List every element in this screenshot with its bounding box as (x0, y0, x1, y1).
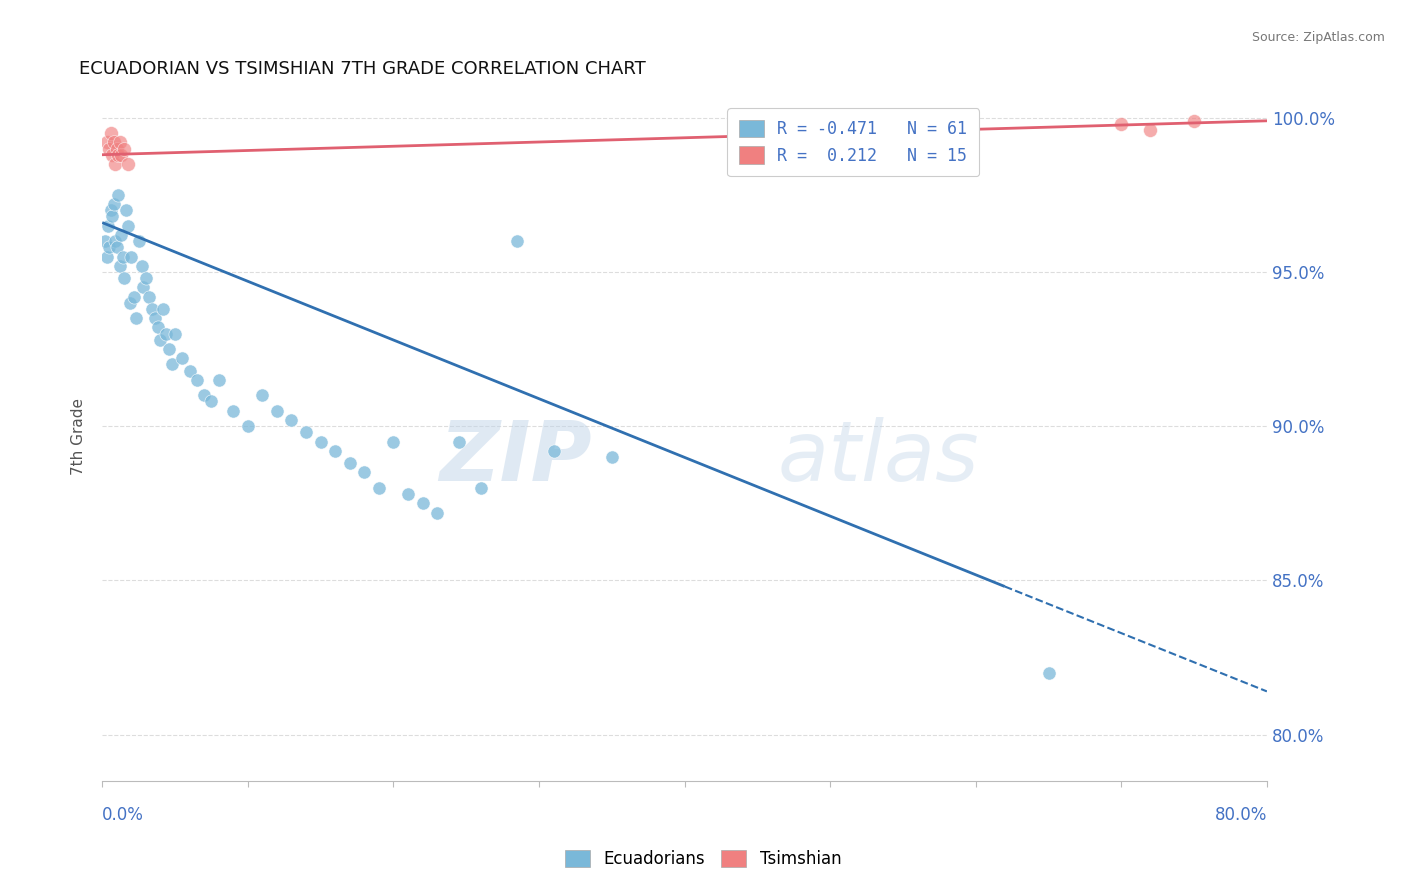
Point (155, 326, 177, 341)
Legend: R = -0.471   N = 61, R =  0.212   N = 15: R = -0.471 N = 61, R = 0.212 N = 15 (727, 108, 979, 177)
Point (101, 210, 124, 224)
Point (186, 373, 208, 387)
Point (339, 456, 361, 470)
Point (108, 136, 131, 150)
Point (103, 197, 125, 211)
Point (179, 364, 201, 378)
Point (94, 234, 117, 248)
Point (193, 388, 215, 402)
Point (132, 280, 155, 294)
Point (146, 320, 169, 334)
Point (1111, 117, 1133, 131)
Point (112, 271, 135, 285)
Point (163, 326, 186, 341)
Point (353, 466, 375, 480)
Point (236, 419, 259, 434)
Point (382, 434, 405, 449)
Point (411, 496, 433, 510)
Point (98, 240, 121, 254)
Point (117, 157, 139, 171)
Text: atlas: atlas (778, 417, 980, 498)
Point (1038, 665, 1060, 680)
Point (506, 234, 529, 248)
Text: Source: ZipAtlas.com: Source: ZipAtlas.com (1251, 31, 1385, 45)
Point (426, 506, 449, 520)
Point (96, 136, 118, 150)
Point (120, 250, 142, 264)
Point (252, 388, 274, 402)
Point (470, 481, 492, 495)
Point (447, 434, 470, 449)
Point (104, 234, 127, 248)
Point (98, 142, 121, 156)
Point (295, 425, 318, 440)
Point (114, 203, 136, 218)
Point (138, 290, 160, 304)
Point (135, 271, 157, 285)
Point (280, 413, 302, 427)
Point (105, 142, 128, 156)
Point (396, 487, 419, 501)
Point (200, 394, 222, 409)
Point (110, 227, 132, 242)
Point (131, 259, 153, 273)
Point (100, 126, 122, 140)
Point (104, 157, 127, 171)
Point (152, 301, 174, 316)
Point (266, 403, 288, 417)
Point (103, 136, 125, 150)
Point (111, 250, 134, 264)
Point (108, 259, 131, 273)
Point (101, 147, 124, 161)
Point (222, 403, 245, 417)
Point (100, 203, 122, 218)
Point (149, 333, 172, 347)
Text: ECUADORIAN VS TSIMSHIAN 7TH GRADE CORRELATION CHART: ECUADORIAN VS TSIMSHIAN 7TH GRADE CORREL… (79, 60, 645, 78)
Point (97, 219, 120, 233)
Point (105, 240, 128, 254)
Point (118, 295, 141, 310)
Point (128, 234, 150, 248)
Point (141, 301, 163, 316)
Point (309, 434, 332, 449)
Point (172, 351, 194, 366)
Point (110, 147, 132, 161)
Legend: Ecuadorians, Tsimshian: Ecuadorians, Tsimshian (558, 843, 848, 875)
Point (96, 250, 118, 264)
Point (117, 219, 139, 233)
Point (107, 147, 129, 161)
Point (107, 187, 129, 202)
Text: ZIP: ZIP (439, 417, 592, 498)
Point (323, 443, 346, 458)
Point (1139, 123, 1161, 137)
Point (208, 373, 231, 387)
Point (600, 450, 623, 464)
Point (143, 311, 166, 326)
Point (157, 342, 180, 356)
Point (543, 443, 565, 458)
Y-axis label: 7th Grade: 7th Grade (72, 399, 86, 475)
Text: 80.0%: 80.0% (1215, 805, 1267, 823)
Point (112, 142, 135, 156)
Text: 0.0%: 0.0% (103, 805, 143, 823)
Point (367, 481, 389, 495)
Point (160, 358, 183, 372)
Point (125, 311, 148, 326)
Point (1182, 113, 1205, 128)
Point (122, 290, 145, 304)
